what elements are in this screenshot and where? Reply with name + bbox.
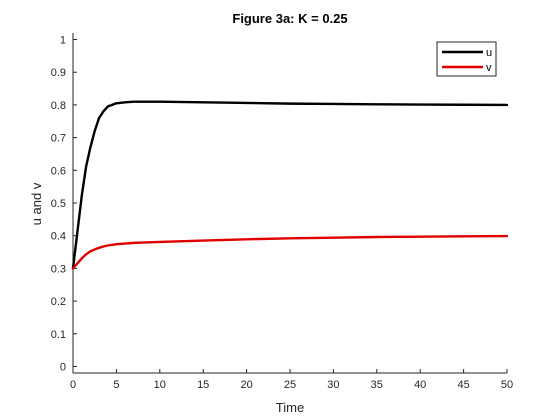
x-tick-label: 0 (70, 379, 76, 391)
chart-title: Figure 3a: K = 0.25 (232, 11, 347, 26)
y-tick-label: 0.6 (51, 165, 66, 177)
y-tick-label: 0 (60, 361, 66, 373)
x-tick-label: 5 (113, 379, 119, 391)
y-tick-label: 0.7 (51, 133, 66, 145)
legend-box (436, 41, 497, 77)
legend-label-v: v (486, 62, 492, 74)
y-tick-label: 1 (60, 35, 66, 47)
series-line-u (71, 100, 509, 270)
y-tick-label: 0.1 (51, 329, 66, 341)
y-tick-label: 0.3 (51, 263, 66, 275)
y-axis-label: u and v (29, 182, 44, 225)
plot-background (73, 33, 507, 373)
x-tick-label: 50 (501, 379, 513, 391)
x-tick-label: 10 (154, 379, 166, 391)
y-axis-ticks: 0 0.1 0.2 0.3 0.4 0.5 0.6 0.7 0.8 0.9 1 (51, 35, 77, 373)
x-tick-label: 25 (284, 379, 296, 391)
x-tick-label: 35 (371, 379, 383, 391)
y-tick-label: 0.2 (51, 296, 66, 308)
x-tick-label: 45 (457, 379, 469, 391)
x-tick-label: 20 (240, 379, 252, 391)
y-tick-label: 0.4 (51, 231, 66, 243)
y-tick-label: 0.9 (51, 67, 66, 79)
series-line-v (71, 234, 509, 270)
x-tick-label: 40 (414, 379, 426, 391)
series-layer (71, 100, 509, 270)
x-tick-label: 15 (197, 379, 209, 391)
plot-area (72, 33, 507, 374)
y-tick-label: 0.5 (51, 198, 66, 210)
y-tick-label: 0.8 (51, 100, 66, 112)
x-axis-ticks: 0 5 10 15 20 25 30 35 40 45 50 (70, 369, 513, 391)
x-tick-label: 30 (327, 379, 339, 391)
legend: uv (436, 41, 497, 77)
legend-label-u: u (486, 47, 492, 59)
x-axis-label: Time (276, 400, 304, 415)
